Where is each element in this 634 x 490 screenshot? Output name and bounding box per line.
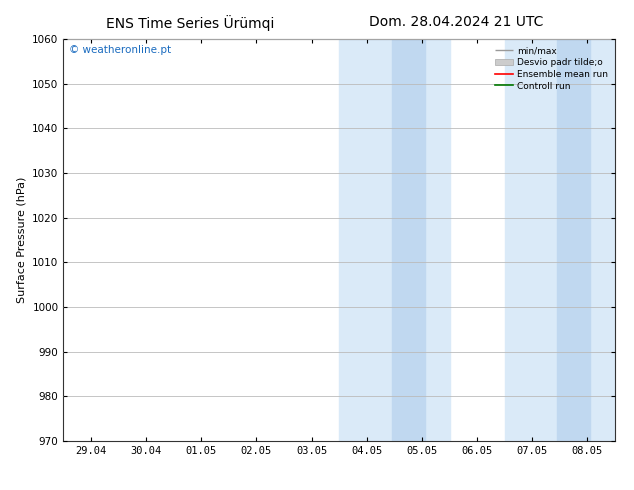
Bar bbox=[505, 39, 615, 441]
Text: ENS Time Series Ürümqi: ENS Time Series Ürümqi bbox=[106, 15, 275, 31]
Legend: min/max, Desvio padr tilde;o, Ensemble mean run, Controll run: min/max, Desvio padr tilde;o, Ensemble m… bbox=[493, 44, 611, 93]
Y-axis label: Surface Pressure (hPa): Surface Pressure (hPa) bbox=[16, 177, 27, 303]
Bar bbox=[392, 39, 425, 441]
Bar bbox=[339, 39, 450, 441]
Text: © weatheronline.pt: © weatheronline.pt bbox=[69, 45, 171, 55]
Text: Dom. 28.04.2024 21 UTC: Dom. 28.04.2024 21 UTC bbox=[369, 15, 544, 29]
Bar bbox=[557, 39, 590, 441]
